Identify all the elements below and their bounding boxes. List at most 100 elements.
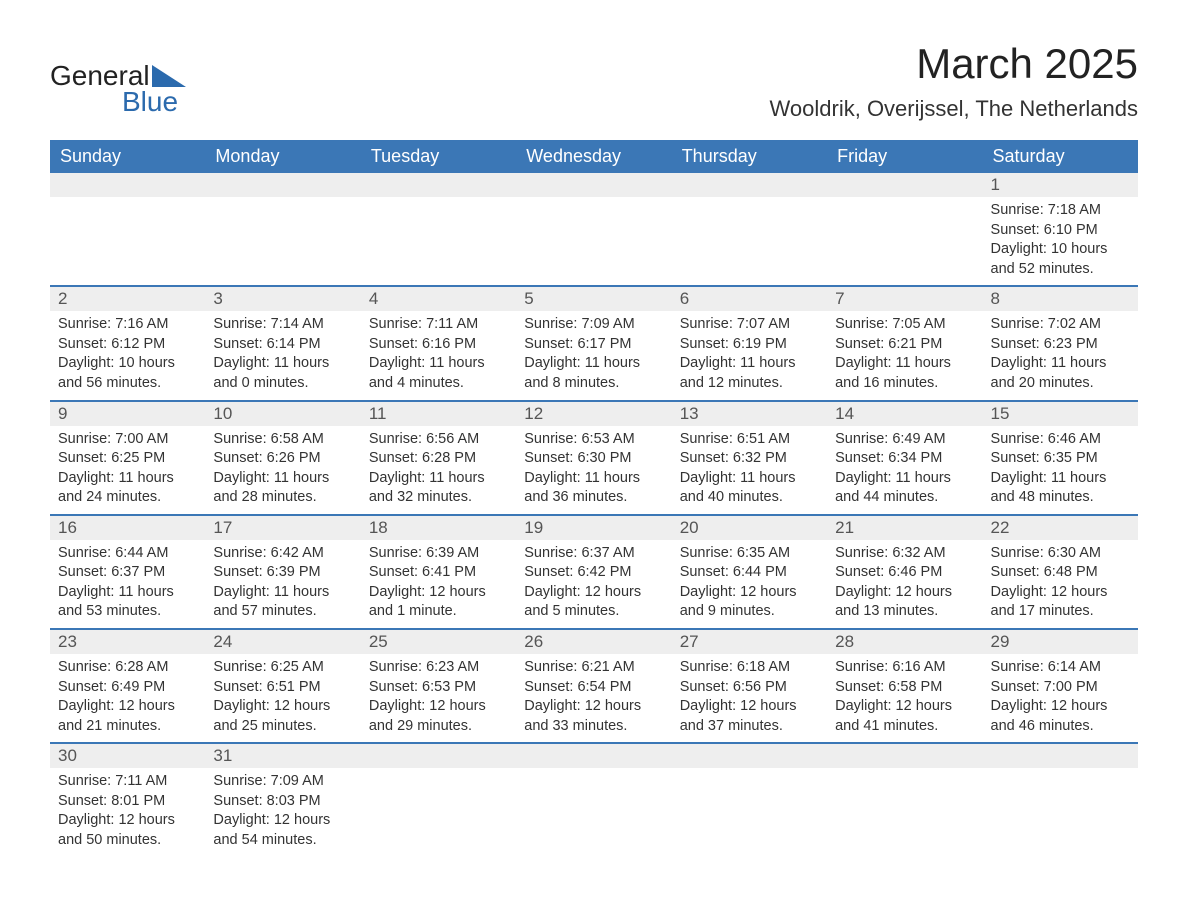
- day-content: Sunrise: 6:28 AMSunset: 6:49 PMDaylight:…: [50, 654, 205, 742]
- calendar-day-cell: 16Sunrise: 6:44 AMSunset: 6:37 PMDayligh…: [50, 515, 205, 629]
- sunrise-text: Sunrise: 7:11 AM: [369, 315, 508, 335]
- calendar-week-row: 9Sunrise: 7:00 AMSunset: 6:25 PMDaylight…: [50, 401, 1138, 515]
- calendar-day-cell: 30Sunrise: 7:11 AMSunset: 8:01 PMDayligh…: [50, 743, 205, 856]
- day-number: [361, 744, 516, 768]
- weekday-header: Monday: [205, 140, 360, 173]
- calendar-day-cell: 22Sunrise: 6:30 AMSunset: 6:48 PMDayligh…: [983, 515, 1138, 629]
- day-number: 13: [672, 402, 827, 426]
- calendar-day-cell: [983, 743, 1138, 856]
- daylight-text: Daylight: 12 hours and 33 minutes.: [524, 697, 663, 736]
- sunset-text: Sunset: 6:41 PM: [369, 563, 508, 583]
- daylight-text: Daylight: 11 hours and 12 minutes.: [680, 354, 819, 393]
- calendar-day-cell: 23Sunrise: 6:28 AMSunset: 6:49 PMDayligh…: [50, 629, 205, 743]
- day-content: [516, 768, 671, 838]
- calendar-day-cell: 20Sunrise: 6:35 AMSunset: 6:44 PMDayligh…: [672, 515, 827, 629]
- day-content: [361, 768, 516, 838]
- calendar-day-cell: [361, 743, 516, 856]
- day-content: Sunrise: 6:18 AMSunset: 6:56 PMDaylight:…: [672, 654, 827, 742]
- sunset-text: Sunset: 6:25 PM: [58, 449, 197, 469]
- sunrise-text: Sunrise: 7:14 AM: [213, 315, 352, 335]
- day-number: [672, 744, 827, 768]
- calendar-day-cell: 26Sunrise: 6:21 AMSunset: 6:54 PMDayligh…: [516, 629, 671, 743]
- calendar-week-row: 1Sunrise: 7:18 AMSunset: 6:10 PMDaylight…: [50, 173, 1138, 286]
- calendar-day-cell: 21Sunrise: 6:32 AMSunset: 6:46 PMDayligh…: [827, 515, 982, 629]
- sunrise-text: Sunrise: 6:49 AM: [835, 430, 974, 450]
- day-number: 22: [983, 516, 1138, 540]
- daylight-text: Daylight: 11 hours and 24 minutes.: [58, 469, 197, 508]
- sunset-text: Sunset: 6:16 PM: [369, 335, 508, 355]
- calendar-table: SundayMondayTuesdayWednesdayThursdayFrid…: [50, 140, 1138, 857]
- sunset-text: Sunset: 6:37 PM: [58, 563, 197, 583]
- day-number: [983, 744, 1138, 768]
- calendar-week-row: 2Sunrise: 7:16 AMSunset: 6:12 PMDaylight…: [50, 286, 1138, 400]
- day-number: 11: [361, 402, 516, 426]
- sunrise-text: Sunrise: 6:21 AM: [524, 658, 663, 678]
- sunset-text: Sunset: 6:23 PM: [991, 335, 1130, 355]
- sunset-text: Sunset: 6:28 PM: [369, 449, 508, 469]
- day-content: Sunrise: 6:32 AMSunset: 6:46 PMDaylight:…: [827, 540, 982, 628]
- calendar-day-cell: 8Sunrise: 7:02 AMSunset: 6:23 PMDaylight…: [983, 286, 1138, 400]
- sunrise-text: Sunrise: 6:14 AM: [991, 658, 1130, 678]
- daylight-text: Daylight: 11 hours and 48 minutes.: [991, 469, 1130, 508]
- calendar-day-cell: 9Sunrise: 7:00 AMSunset: 6:25 PMDaylight…: [50, 401, 205, 515]
- day-content: [827, 197, 982, 267]
- day-number: 1: [983, 173, 1138, 197]
- sunset-text: Sunset: 6:42 PM: [524, 563, 663, 583]
- location-subtitle: Wooldrik, Overijssel, The Netherlands: [770, 96, 1138, 122]
- day-number: 18: [361, 516, 516, 540]
- day-content: [50, 197, 205, 267]
- daylight-text: Daylight: 11 hours and 0 minutes.: [213, 354, 352, 393]
- day-content: Sunrise: 6:46 AMSunset: 6:35 PMDaylight:…: [983, 426, 1138, 514]
- day-content: [672, 768, 827, 838]
- logo: General Blue: [50, 60, 186, 118]
- sunrise-text: Sunrise: 6:25 AM: [213, 658, 352, 678]
- weekday-header: Friday: [827, 140, 982, 173]
- daylight-text: Daylight: 11 hours and 44 minutes.: [835, 469, 974, 508]
- day-number: 8: [983, 287, 1138, 311]
- title-block: March 2025 Wooldrik, Overijssel, The Net…: [770, 40, 1138, 122]
- day-number: [50, 173, 205, 197]
- day-number: 23: [50, 630, 205, 654]
- sunrise-text: Sunrise: 7:18 AM: [991, 201, 1130, 221]
- calendar-day-cell: 7Sunrise: 7:05 AMSunset: 6:21 PMDaylight…: [827, 286, 982, 400]
- day-number: [827, 173, 982, 197]
- day-content: Sunrise: 6:35 AMSunset: 6:44 PMDaylight:…: [672, 540, 827, 628]
- daylight-text: Daylight: 12 hours and 50 minutes.: [58, 811, 197, 850]
- sunrise-text: Sunrise: 7:02 AM: [991, 315, 1130, 335]
- weekday-header: Saturday: [983, 140, 1138, 173]
- sunrise-text: Sunrise: 6:51 AM: [680, 430, 819, 450]
- day-number: 3: [205, 287, 360, 311]
- calendar-week-row: 30Sunrise: 7:11 AMSunset: 8:01 PMDayligh…: [50, 743, 1138, 856]
- calendar-day-cell: 18Sunrise: 6:39 AMSunset: 6:41 PMDayligh…: [361, 515, 516, 629]
- calendar-day-cell: 6Sunrise: 7:07 AMSunset: 6:19 PMDaylight…: [672, 286, 827, 400]
- day-content: Sunrise: 6:23 AMSunset: 6:53 PMDaylight:…: [361, 654, 516, 742]
- sunrise-text: Sunrise: 6:58 AM: [213, 430, 352, 450]
- sunrise-text: Sunrise: 6:32 AM: [835, 544, 974, 564]
- calendar-day-cell: 5Sunrise: 7:09 AMSunset: 6:17 PMDaylight…: [516, 286, 671, 400]
- day-number: 2: [50, 287, 205, 311]
- day-number: 6: [672, 287, 827, 311]
- day-content: Sunrise: 6:42 AMSunset: 6:39 PMDaylight:…: [205, 540, 360, 628]
- calendar-day-cell: [827, 173, 982, 286]
- day-content: Sunrise: 7:16 AMSunset: 6:12 PMDaylight:…: [50, 311, 205, 399]
- day-number: 16: [50, 516, 205, 540]
- sunrise-text: Sunrise: 7:09 AM: [213, 772, 352, 792]
- day-content: Sunrise: 6:56 AMSunset: 6:28 PMDaylight:…: [361, 426, 516, 514]
- calendar-day-cell: 25Sunrise: 6:23 AMSunset: 6:53 PMDayligh…: [361, 629, 516, 743]
- day-content: Sunrise: 6:25 AMSunset: 6:51 PMDaylight:…: [205, 654, 360, 742]
- day-content: Sunrise: 7:14 AMSunset: 6:14 PMDaylight:…: [205, 311, 360, 399]
- sunrise-text: Sunrise: 6:35 AM: [680, 544, 819, 564]
- daylight-text: Daylight: 12 hours and 25 minutes.: [213, 697, 352, 736]
- day-number: 20: [672, 516, 827, 540]
- month-title: March 2025: [770, 40, 1138, 88]
- sunset-text: Sunset: 6:54 PM: [524, 678, 663, 698]
- day-content: [983, 768, 1138, 838]
- day-content: Sunrise: 6:14 AMSunset: 7:00 PMDaylight:…: [983, 654, 1138, 742]
- sunrise-text: Sunrise: 6:53 AM: [524, 430, 663, 450]
- sunset-text: Sunset: 6:49 PM: [58, 678, 197, 698]
- sunset-text: Sunset: 6:10 PM: [991, 221, 1130, 241]
- calendar-day-cell: 31Sunrise: 7:09 AMSunset: 8:03 PMDayligh…: [205, 743, 360, 856]
- daylight-text: Daylight: 11 hours and 28 minutes.: [213, 469, 352, 508]
- day-number: [516, 744, 671, 768]
- day-content: Sunrise: 7:18 AMSunset: 6:10 PMDaylight:…: [983, 197, 1138, 285]
